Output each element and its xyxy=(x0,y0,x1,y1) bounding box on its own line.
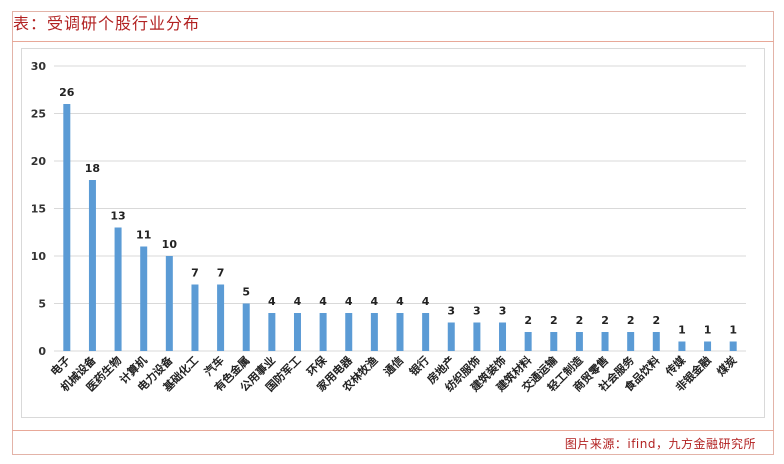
bar-基础化工 xyxy=(191,284,199,351)
data-label: 18 xyxy=(85,162,100,175)
bar-农林牧渔 xyxy=(370,313,378,351)
source-note: 图片来源：ifind，九方金融研究所 xyxy=(564,437,756,451)
bar-机械设备 xyxy=(88,180,96,351)
data-label: 4 xyxy=(422,295,430,308)
data-label: 4 xyxy=(345,295,353,308)
bar-轻工制造 xyxy=(575,332,583,351)
y-tick-label: 15 xyxy=(31,203,46,216)
data-label: 4 xyxy=(371,295,379,308)
data-label: 5 xyxy=(242,286,250,299)
bar-商贸零售 xyxy=(601,332,609,351)
chart-area xyxy=(21,48,765,418)
bar-非银金融 xyxy=(704,341,712,351)
bar-传媒 xyxy=(678,341,686,351)
bar-汽车 xyxy=(217,284,225,351)
bar-建筑装饰 xyxy=(499,322,507,351)
data-label: 4 xyxy=(294,295,302,308)
bar-纺织服饰 xyxy=(473,322,481,351)
data-label: 2 xyxy=(627,314,635,327)
bar-电力设备 xyxy=(165,256,173,351)
data-label: 3 xyxy=(499,305,507,318)
data-label: 3 xyxy=(447,305,455,318)
data-label: 11 xyxy=(136,229,151,242)
data-label: 10 xyxy=(162,238,178,251)
figure-title: 表：受调研个股行业分布 xyxy=(13,14,201,33)
y-tick-label: 30 xyxy=(31,60,47,73)
bar-计算机 xyxy=(140,246,148,351)
bar-有色金属 xyxy=(242,303,250,351)
data-label: 4 xyxy=(396,295,404,308)
y-tick-label: 0 xyxy=(38,345,46,358)
bar-环保 xyxy=(319,313,327,351)
y-tick-label: 5 xyxy=(38,298,46,311)
title-divider xyxy=(12,41,774,42)
data-label: 1 xyxy=(729,324,737,337)
data-label: 4 xyxy=(268,295,276,308)
x-tick-label: 通信 xyxy=(381,353,406,378)
y-tick-label: 10 xyxy=(31,250,47,263)
bar-煤炭 xyxy=(729,341,737,351)
data-label: 3 xyxy=(473,305,481,318)
bar-房地产 xyxy=(447,322,455,351)
data-label: 13 xyxy=(110,210,125,223)
bar-家用电器 xyxy=(345,313,353,351)
data-label: 2 xyxy=(601,314,609,327)
y-tick-label: 20 xyxy=(31,155,47,168)
data-label: 2 xyxy=(576,314,584,327)
data-label: 2 xyxy=(652,314,660,327)
footer-divider xyxy=(12,430,774,431)
bar-社会服务 xyxy=(627,332,635,351)
bar-银行 xyxy=(422,313,430,351)
bar-公用事业 xyxy=(268,313,276,351)
data-label: 7 xyxy=(191,267,199,280)
bar-食品饮料 xyxy=(652,332,660,351)
y-tick-label: 25 xyxy=(31,108,46,121)
data-label: 26 xyxy=(59,86,75,99)
data-label: 1 xyxy=(704,324,712,337)
data-label: 1 xyxy=(678,324,686,337)
bar-电子 xyxy=(63,104,71,351)
bar-医药生物 xyxy=(114,227,122,351)
data-label: 2 xyxy=(524,314,532,327)
x-tick-label: 煤炭 xyxy=(714,353,739,378)
data-label: 2 xyxy=(550,314,558,327)
bar-交通运输 xyxy=(550,332,558,351)
bar-国防军工 xyxy=(293,313,301,351)
bar-建筑材料 xyxy=(524,332,532,351)
bar-通信 xyxy=(396,313,404,351)
data-label: 7 xyxy=(217,267,225,280)
data-label: 4 xyxy=(319,295,327,308)
